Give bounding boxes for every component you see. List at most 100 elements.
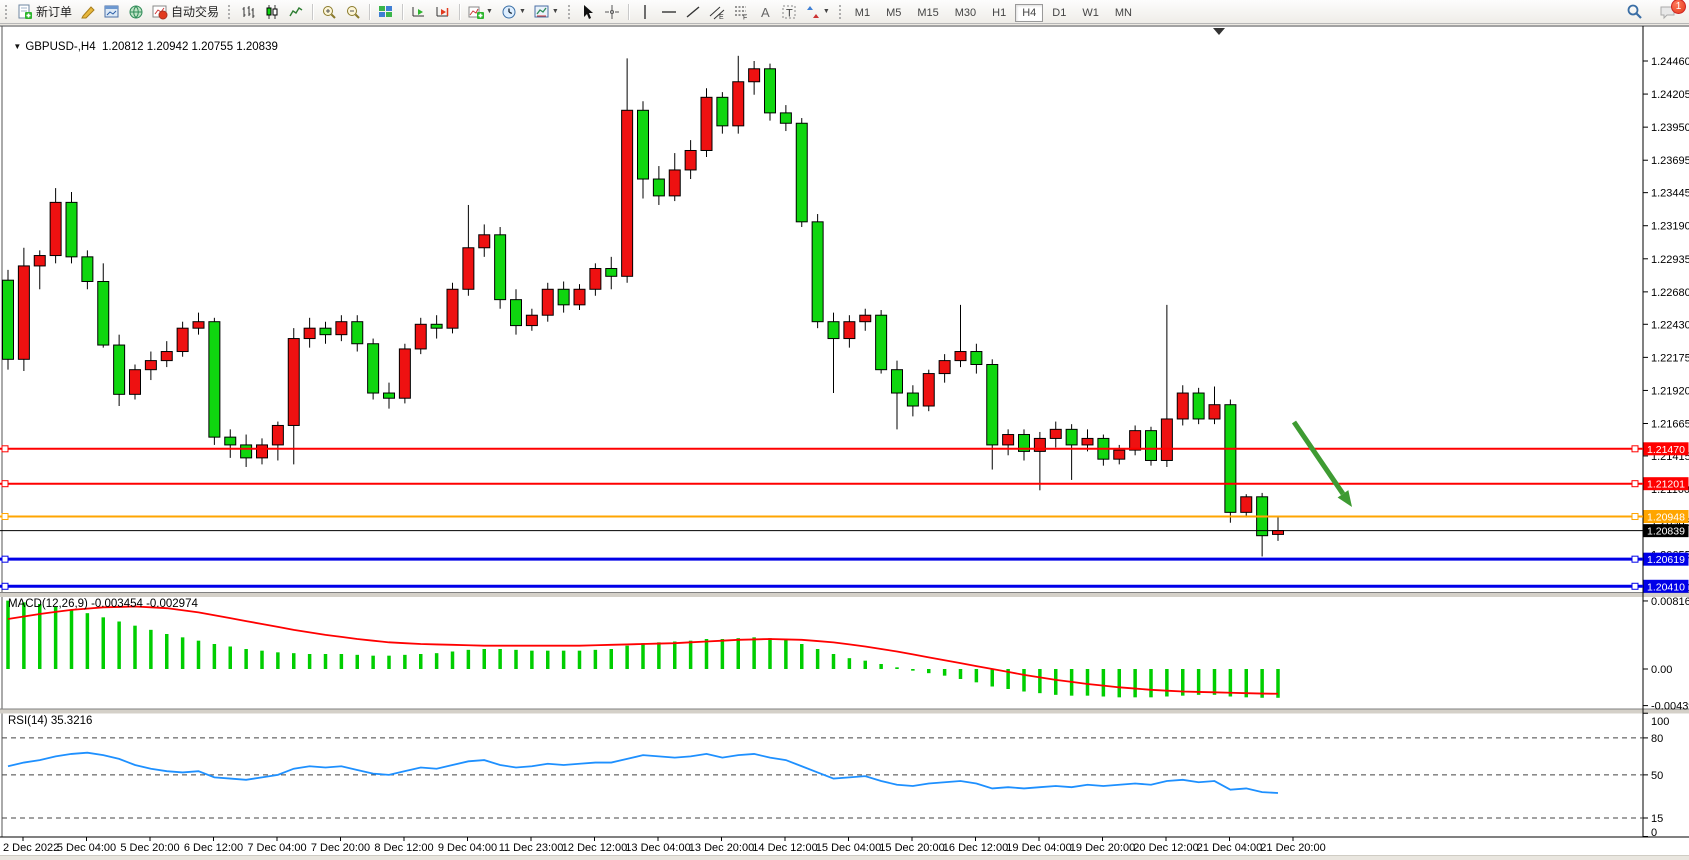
time-tick-label: 7 Dec 04:00 (247, 842, 306, 854)
timeframe-button-H1[interactable]: H1 (992, 6, 1007, 19)
hline-handle[interactable] (1631, 555, 1639, 563)
timeframe-button-M30[interactable]: M30 (954, 6, 977, 19)
candle-bear (605, 268, 618, 277)
fibonacci-tool-button[interactable]: F (729, 2, 753, 22)
hline-handle[interactable] (1631, 582, 1639, 590)
hline-handle[interactable] (1, 513, 9, 521)
toolbar-grip[interactable] (227, 3, 233, 20)
vertical-line-icon (644, 4, 646, 19)
channel-tool-button[interactable]: E (705, 2, 729, 22)
bar-chart-mode-button[interactable] (236, 2, 260, 22)
periods-button[interactable]: ▼ (497, 2, 530, 22)
candle-bull (1176, 392, 1189, 420)
trendline-tool-button[interactable] (681, 2, 705, 22)
rsi-tick-label: 50 (1651, 770, 1663, 782)
arrows-tool-button[interactable]: ▼ (801, 2, 834, 22)
auto-scroll-button[interactable] (407, 2, 431, 22)
notification-badge: 1 (1671, 0, 1686, 14)
price-tick-label: 1.24460 (1651, 56, 1689, 68)
candle-bear (637, 109, 649, 180)
trend-arrow-head[interactable] (1337, 490, 1352, 507)
pane-separator-rsi[interactable] (0, 709, 1689, 714)
trend-arrow[interactable] (1291, 420, 1346, 496)
hline-handle[interactable] (1, 555, 9, 563)
pane-separator-macd[interactable] (0, 593, 1689, 597)
timeframe-button-M1[interactable]: M1 (854, 6, 871, 19)
terminal-icon (104, 5, 119, 17)
cursor-tool-button[interactable] (576, 2, 600, 22)
candle-bull (49, 201, 62, 257)
chart-shift-marker[interactable] (1213, 28, 1225, 35)
candle-bear (1224, 404, 1237, 513)
metaeditor-button[interactable] (76, 2, 100, 22)
toolbar-grip[interactable] (4, 3, 9, 20)
arrows-shapes-icon (806, 5, 819, 18)
macd-tick-label: -0.004392 (1651, 701, 1689, 713)
time-tick-label: 15 Dec 20:00 (879, 842, 944, 854)
timeframe-button-W1[interactable]: W1 (1082, 6, 1099, 19)
hline-handle[interactable] (1, 445, 9, 453)
timeframe-button-MN[interactable]: MN (1114, 6, 1132, 19)
search-button[interactable] (1622, 2, 1647, 22)
hline-handle[interactable] (1, 480, 9, 488)
new-order-button[interactable]: 新订单 (13, 2, 76, 22)
vertical-line-tool-button[interactable] (633, 2, 657, 22)
chart-symbol-period: GBPUSD-,H4 (25, 41, 96, 53)
text-tool-button[interactable]: A (753, 2, 777, 22)
indicators-caret-icon: ▼ (486, 8, 493, 15)
templates-button[interactable]: ▼ (530, 2, 563, 22)
timeframe-button-H4[interactable]: H4 (1015, 3, 1044, 22)
tile-windows-button[interactable] (374, 2, 398, 22)
text-label-tool-button[interactable]: T (777, 2, 801, 22)
main-toolbar: 新订单 自动交易 (0, 0, 1689, 24)
candle-bull (335, 321, 348, 336)
indicators-button[interactable]: ▼ (464, 2, 497, 22)
hline-handle[interactable] (1631, 445, 1639, 453)
hline-handle[interactable] (1631, 513, 1639, 521)
toolbar-grip[interactable] (837, 3, 843, 20)
candle-bear (430, 323, 443, 329)
terminal-button[interactable] (100, 2, 124, 22)
zoom-in-button[interactable] (317, 2, 341, 22)
hline-handle[interactable] (1, 582, 9, 590)
candle-bull (700, 96, 713, 151)
strategy-tester-button[interactable] (124, 2, 148, 22)
symbol-dropdown-icon[interactable]: ▼ (13, 42, 22, 51)
price-tick-label: 1.23190 (1651, 221, 1689, 233)
search-icon (1627, 4, 1642, 19)
candle-bull (1033, 437, 1046, 452)
timeframe-button-M5[interactable]: M5 (886, 6, 902, 19)
templates-icon (534, 5, 549, 17)
hline-handle[interactable] (1631, 480, 1639, 488)
zoom-out-button[interactable] (341, 2, 365, 22)
toolbar-grip[interactable] (566, 3, 572, 20)
periods-caret-icon: ▼ (518, 8, 526, 15)
candle-bull (303, 327, 316, 340)
notifications-button[interactable]: 1 (1655, 0, 1686, 22)
bar-chart-icon (242, 5, 255, 18)
macd-tick-label: 0.008166 (1651, 596, 1689, 608)
candle-bull (1081, 437, 1094, 446)
candle-bear (383, 392, 395, 399)
rsi-tick-label: 80 (1651, 733, 1663, 745)
candle-bull (287, 338, 300, 426)
equidistant-channel-icon: E (709, 6, 725, 20)
line-chart-mode-button[interactable] (284, 2, 308, 22)
time-tick-label: 19 Dec 20:00 (1070, 842, 1135, 854)
candlestick-mode-button[interactable] (260, 2, 284, 22)
chart-shift-button[interactable] (431, 2, 455, 22)
horizontal-line-tool-button[interactable] (657, 2, 681, 22)
price-tick-label: 1.21920 (1651, 385, 1689, 397)
candle-bull (589, 268, 602, 290)
timeframe-button-M15[interactable]: M15 (917, 6, 939, 19)
line-chart-icon (289, 6, 303, 16)
crosshair-icon (604, 4, 619, 19)
crosshair-tool-button[interactable] (600, 2, 624, 22)
autotrading-button[interactable]: 自动交易 (148, 2, 223, 22)
metaeditor-icon (81, 5, 95, 18)
timeframe-button-D1[interactable]: D1 (1052, 6, 1067, 19)
time-tick-label: 7 Dec 20:00 (311, 842, 370, 854)
price-tick-label: 1.22430 (1651, 319, 1689, 331)
svg-text:A: A (761, 5, 770, 20)
